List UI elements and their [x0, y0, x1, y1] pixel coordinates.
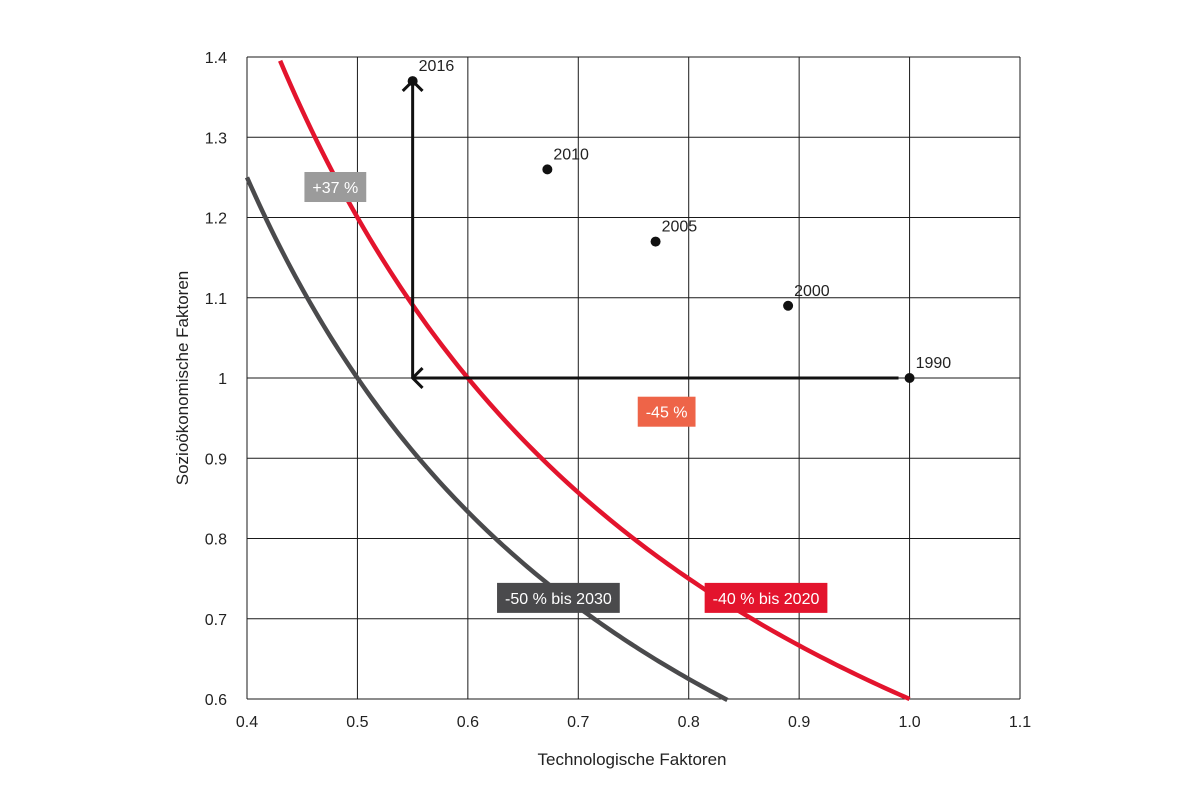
arrow-label-horizontal: -45 % [637, 396, 696, 427]
x-axis-title: Technologische Faktoren [537, 750, 726, 769]
curve-1 [244, 176, 729, 702]
curve-label-red-text: -40 % bis 2020 [713, 591, 820, 608]
y-axis-title: Sozioökonomische Faktoren [173, 271, 192, 486]
arrow-label-horizontal-box [637, 396, 696, 427]
arrow-label-horizontal-text: -45 % [646, 405, 688, 422]
x-tick-label: 1.1 [1009, 714, 1031, 731]
x-tick-label: 1.0 [898, 714, 920, 731]
points [407, 76, 915, 383]
point-label-2005: 2005 [662, 219, 698, 236]
arrows [401, 78, 899, 389]
point-label-1990: 1990 [916, 355, 952, 372]
curves [244, 59, 911, 702]
y-tick-label: 1.4 [205, 50, 227, 67]
data-point-1990 [904, 373, 915, 383]
data-point-2000 [783, 300, 794, 311]
x-tick-label: 0.6 [457, 714, 479, 731]
point-label-2000: 2000 [794, 283, 830, 300]
y-tick-label: 0.9 [205, 451, 227, 468]
y-tick-label: 0.6 [205, 692, 227, 709]
y-tick-label: 1.1 [205, 291, 227, 308]
y-tick-label: 1 [218, 371, 227, 388]
y-tick-label: 1.3 [205, 130, 227, 147]
curve-0 [278, 59, 911, 702]
x-tick-label: 0.4 [236, 714, 258, 731]
y-tick-label: 0.8 [205, 532, 227, 549]
y-tick-label: 0.7 [205, 612, 227, 629]
x-tick-label: 0.5 [346, 714, 368, 731]
tick-labels: 0.4 0.5 0.6 0.7 0.8 0.9 1.0 1.1 0.6 0.7 0.8 0.9 1 1.1… [205, 50, 1031, 731]
curve-label-dark: -50 % bis 2030 [497, 582, 620, 613]
data-point-2010 [542, 164, 553, 175]
data-point-2005 [650, 236, 661, 247]
arrow-label-vertical: +37 % [304, 172, 367, 203]
x-tick-label: 0.7 [567, 714, 589, 731]
point-label-2016: 2016 [419, 58, 455, 75]
curve-label-dark-box [497, 582, 620, 613]
x-tick-label: 0.9 [788, 714, 810, 731]
curve-label-red-box [704, 582, 828, 613]
y-tick-label: 1.2 [205, 211, 227, 228]
data-point-2016 [407, 76, 418, 87]
curve-label-red: -40 % bis 2020 [704, 582, 828, 613]
labels: 1990 2000 2005 2010 2016 -45 % +37 % -40 % bis … [304, 58, 951, 613]
curve-label-dark-text: -50 % bis 2030 [505, 591, 612, 608]
arrow-label-vertical-text: +37 % [312, 180, 358, 197]
x-tick-label: 0.8 [678, 714, 700, 731]
point-label-2010: 2010 [553, 146, 589, 163]
arrow-label-vertical-box [304, 172, 367, 203]
